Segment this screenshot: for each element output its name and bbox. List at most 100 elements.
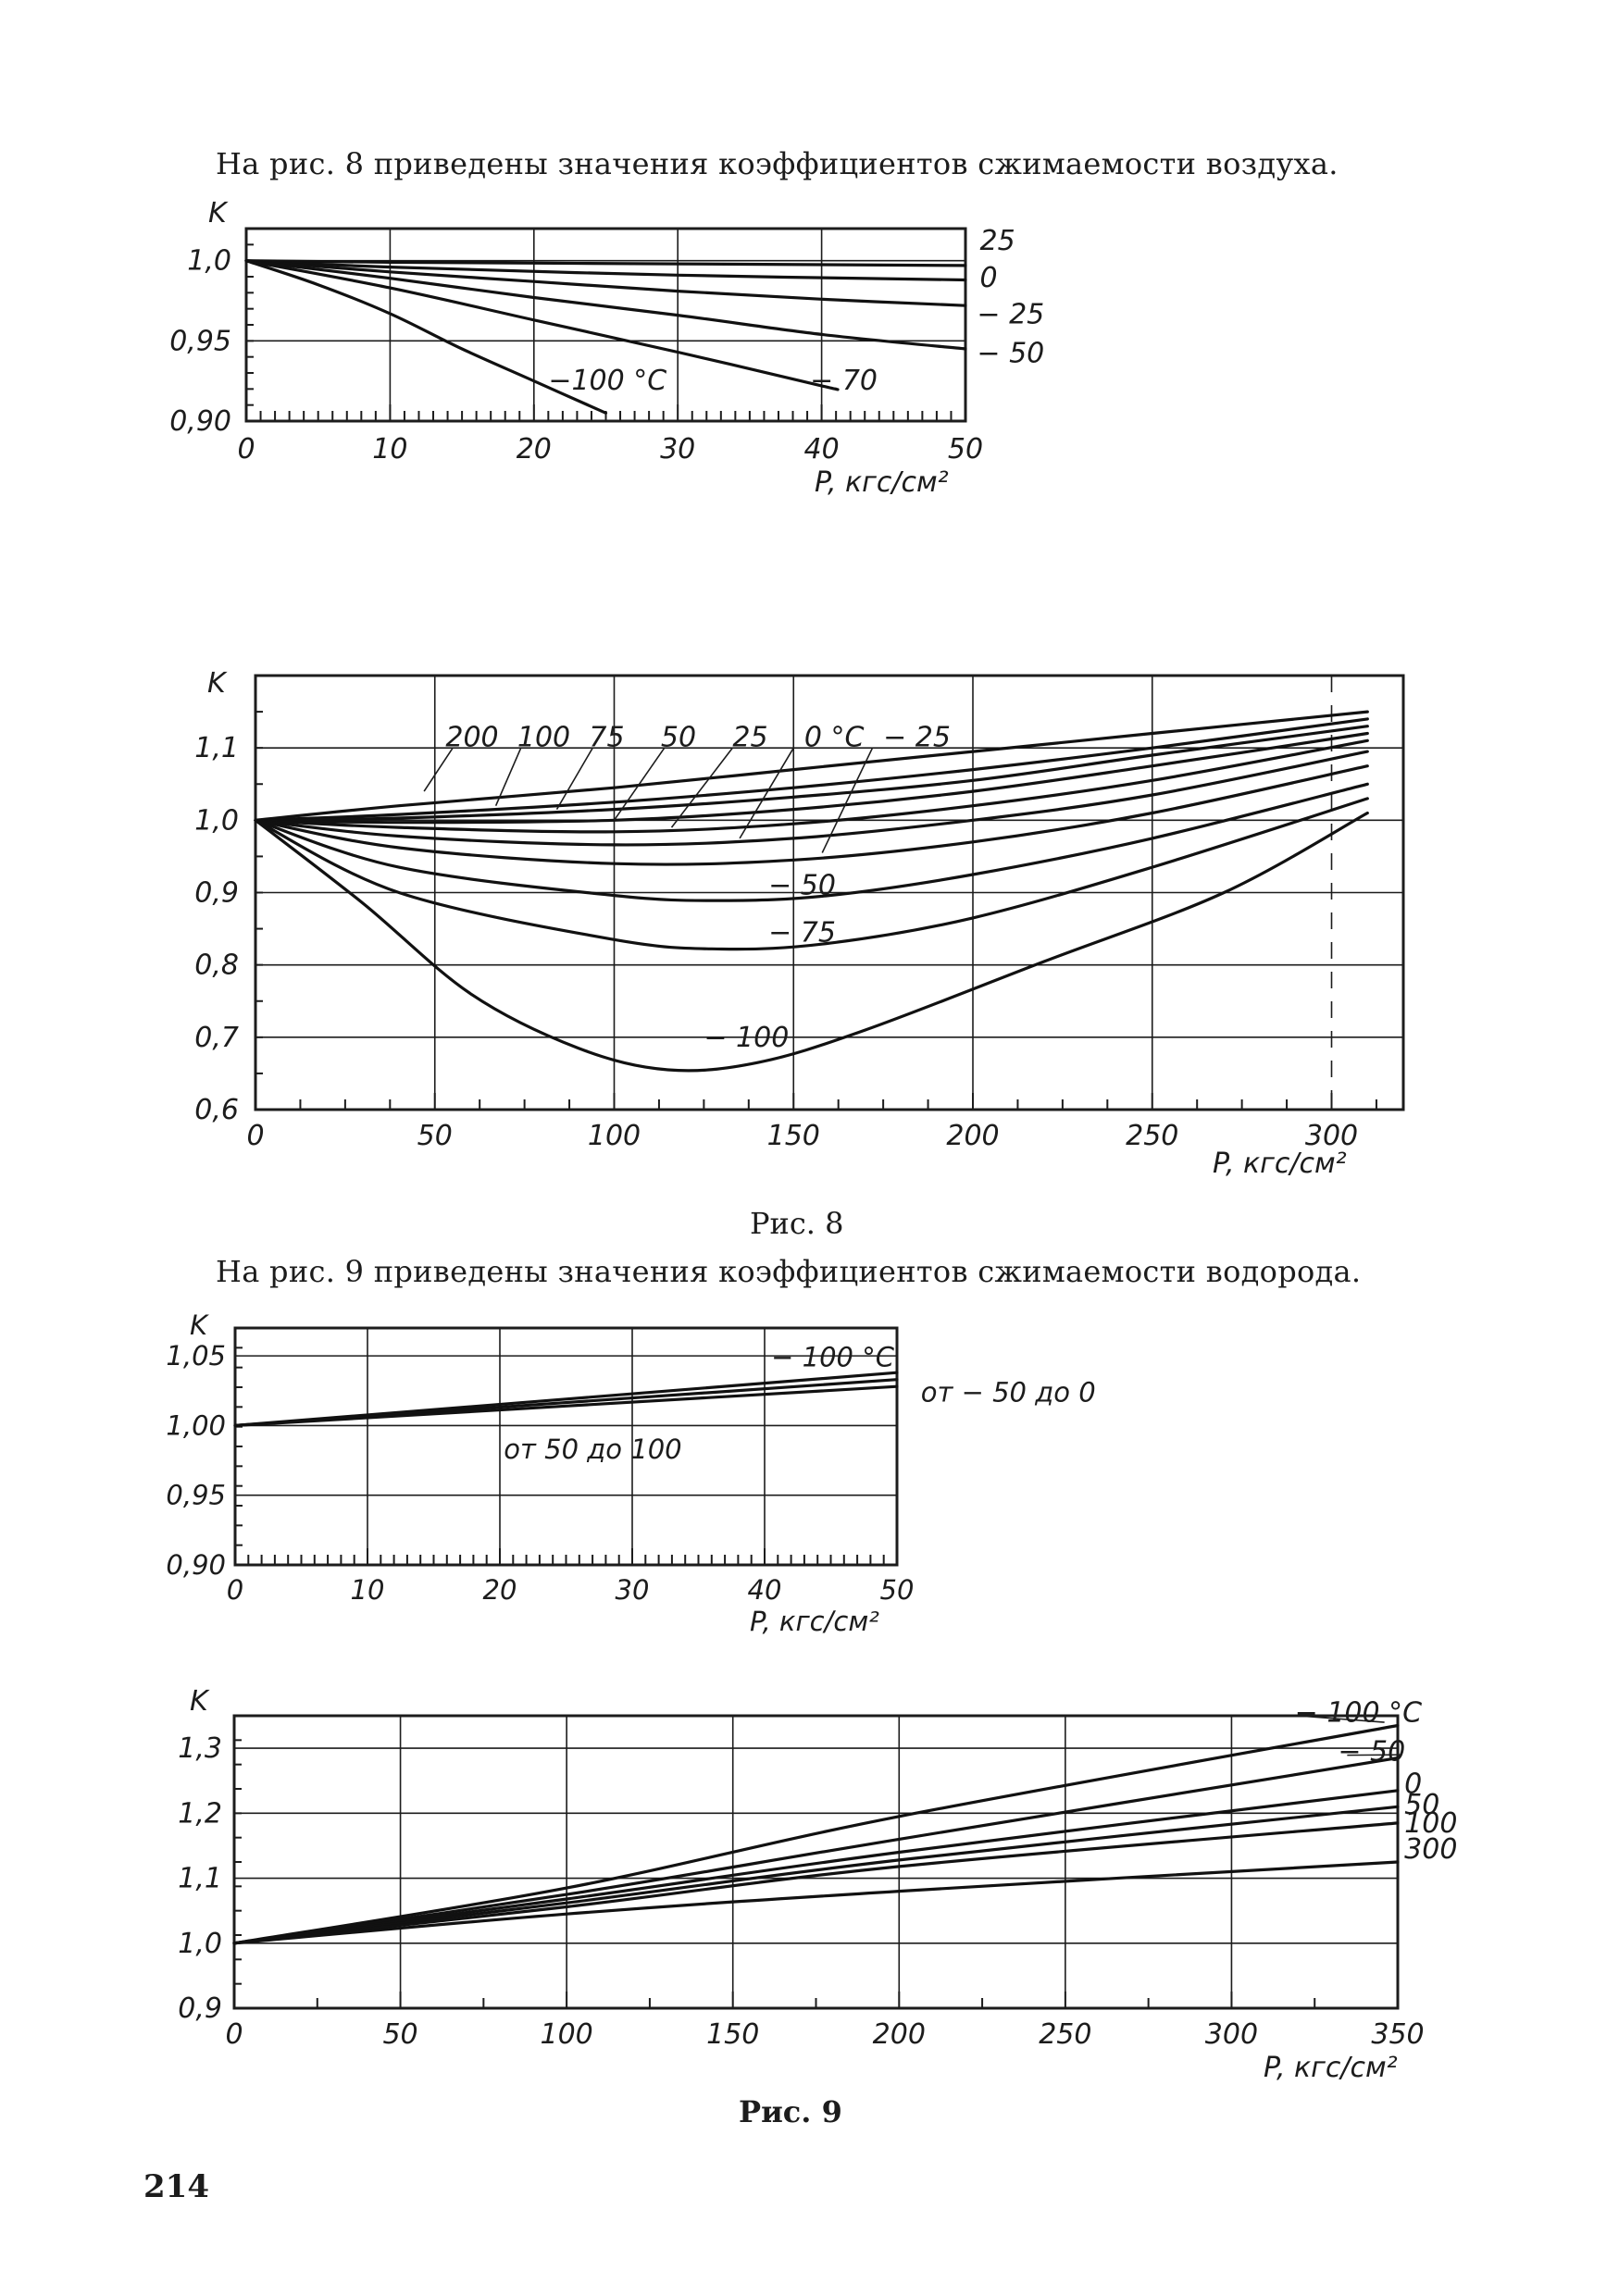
series-line xyxy=(244,259,608,415)
intro-fig9: На рис. 9 приведены значения коэффициент… xyxy=(216,1254,1362,1289)
series-line xyxy=(254,710,1369,822)
series-label: 50 xyxy=(1404,1789,1439,1821)
x-tick-label: 50 xyxy=(948,433,983,465)
y-tick-label: 1,0 xyxy=(194,804,239,837)
series-label: − 50 xyxy=(977,337,1044,369)
hydrogen-low-frame xyxy=(233,1326,899,1567)
x-tick-label: 20 xyxy=(483,1574,517,1606)
figure-9-caption: Рис. 9 xyxy=(739,2094,842,2129)
series-line xyxy=(244,259,967,282)
y-axis-label: K xyxy=(190,1309,209,1341)
series-label: − 100 xyxy=(704,1022,789,1054)
y-tick-label: 1,0 xyxy=(187,245,231,278)
y-tick-label: 1,0 xyxy=(178,1928,222,1960)
y-tick-label: 0,95 xyxy=(166,1480,226,1511)
label-leader xyxy=(821,747,874,853)
x-tick-label: 40 xyxy=(748,1574,782,1606)
series-line xyxy=(254,731,1369,825)
x-tick-label: 20 xyxy=(517,433,552,465)
x-tick-label: 200 xyxy=(873,2018,926,2051)
series-label: 25 xyxy=(980,225,1015,257)
series-label: 0 °C xyxy=(804,721,865,753)
y-tick-label: 0,90 xyxy=(166,1549,226,1581)
x-tick-label: 50 xyxy=(880,1574,915,1606)
series-label: 200 xyxy=(445,721,498,753)
x-tick-label: 30 xyxy=(660,433,695,465)
series-line xyxy=(244,259,967,307)
series-line xyxy=(254,750,1369,847)
x-tick-label: 0 xyxy=(237,433,255,465)
series-label: − 100 °C xyxy=(1295,1696,1422,1729)
air-high-frame xyxy=(254,674,1405,1111)
series-label: − 50 xyxy=(768,870,836,902)
x-tick-label: 100 xyxy=(588,1120,641,1152)
y-tick-label: 0,90 xyxy=(169,405,231,438)
series-label: 0 xyxy=(1404,1769,1422,1801)
series-label: 100 xyxy=(517,721,570,753)
series-label: от − 50 до 0 xyxy=(921,1376,1096,1408)
x-tick-label: 10 xyxy=(372,433,407,465)
x-axis-label: P, кгс/см² xyxy=(1213,1148,1347,1180)
label-leader xyxy=(555,747,593,811)
label-leader xyxy=(494,747,522,807)
y-tick-label: 0,9 xyxy=(194,877,239,910)
intro-fig8: На рис. 8 приведены значения коэффициент… xyxy=(216,146,1339,181)
series-line xyxy=(232,1821,1400,1945)
y-tick-label: 0,7 xyxy=(194,1022,239,1054)
y-tick-label: 1,00 xyxy=(166,1409,226,1441)
air-high-chart: 0 50 100 150 200 250 300 1,1 1,0 0,9 0,8 0,7 0,6 K P, … xyxy=(194,667,1405,1180)
hydrogen-low-chart: 0 10 20 30 40 50 1,05 1,00 0,95 0,90 K P, кгс/см² − … xyxy=(166,1309,1095,1637)
hydrogen-high-chart: 0 50 100 150 200 250 300 3501,31,21,11,00,9KP, … xyxy=(178,1685,1457,2084)
y-axis-label: K xyxy=(208,197,229,230)
y-tick-label: 1,3 xyxy=(178,1732,222,1765)
x-tick-label: 200 xyxy=(946,1120,999,1152)
x-tick-label: 50 xyxy=(382,2018,417,2051)
series-line xyxy=(244,259,840,391)
series-line xyxy=(232,1756,1400,1945)
x-tick-label: 30 xyxy=(616,1574,650,1606)
y-tick-label: 1,2 xyxy=(178,1797,222,1830)
series-label: 0 xyxy=(980,262,998,294)
figure-8-caption: Рис. 8 xyxy=(750,1206,844,1241)
series-line xyxy=(254,797,1369,951)
series-line xyxy=(232,1805,1400,1945)
series-label: − 50 xyxy=(1338,1736,1405,1769)
air-low-frame xyxy=(244,227,967,423)
label-leader xyxy=(1303,1715,1385,1723)
y-tick-label: 1,1 xyxy=(194,732,239,764)
y-tick-label: 0,6 xyxy=(194,1094,239,1126)
series-line xyxy=(254,717,1369,822)
series-label: 50 xyxy=(661,721,696,753)
x-tick-label: 150 xyxy=(706,2018,759,2051)
x-tick-label: 350 xyxy=(1371,2018,1424,2051)
series-line xyxy=(254,725,1369,822)
y-tick-label: 0,8 xyxy=(194,949,239,982)
series-label: от 50 до 100 xyxy=(504,1433,681,1465)
series-line xyxy=(232,1723,1400,1945)
x-tick-label: 300 xyxy=(1305,1120,1358,1152)
x-tick-label: 10 xyxy=(351,1574,385,1606)
y-tick-label: 0,9 xyxy=(178,1992,222,2025)
y-tick-label: 0,95 xyxy=(169,325,231,357)
series-label: 300 xyxy=(1404,1833,1457,1866)
series-line xyxy=(254,811,1369,1073)
series-label: − 70 xyxy=(810,365,878,397)
series-label: 100 xyxy=(1404,1807,1457,1840)
series-label: − 25 xyxy=(883,721,951,753)
series-line xyxy=(254,782,1369,902)
x-tick-label: 250 xyxy=(1126,1120,1178,1152)
x-tick-label: 0 xyxy=(227,1574,243,1606)
label-leader xyxy=(670,747,734,828)
y-axis-label: K xyxy=(207,667,228,700)
y-tick-label: 1,05 xyxy=(166,1340,226,1371)
series-label: 25 xyxy=(732,721,767,753)
series-line xyxy=(254,738,1369,834)
series-label: 75 xyxy=(589,721,624,753)
series-label: −100 °C xyxy=(548,365,666,397)
page-number: 214 xyxy=(143,2168,209,2205)
x-tick-label: 250 xyxy=(1039,2018,1091,2051)
x-tick-label: 0 xyxy=(225,2018,243,2051)
x-tick-label: 150 xyxy=(767,1120,820,1152)
x-tick-label: 300 xyxy=(1205,2018,1258,2051)
